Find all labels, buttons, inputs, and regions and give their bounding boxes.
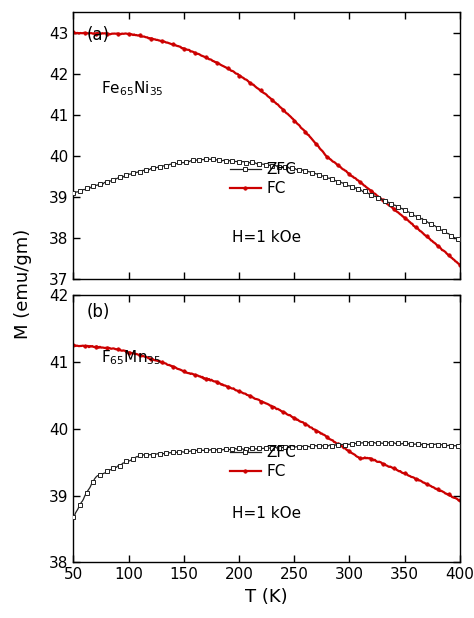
ZFC xyxy=(226,157,232,164)
ZFC xyxy=(71,513,76,520)
FC xyxy=(396,468,402,475)
X-axis label: T (K): T (K) xyxy=(246,588,288,606)
ZFC xyxy=(457,236,463,243)
Text: H=1 kOe: H=1 kOe xyxy=(232,506,301,521)
Text: F$_{65}$Mn$_{35}$: F$_{65}$Mn$_{35}$ xyxy=(100,349,161,368)
ZFC xyxy=(254,160,260,167)
Text: (a): (a) xyxy=(87,26,110,44)
Line: ZFC: ZFC xyxy=(72,441,461,518)
FC xyxy=(416,477,422,485)
Text: (b): (b) xyxy=(87,303,110,321)
Text: H=1 kOe: H=1 kOe xyxy=(232,230,301,245)
FC xyxy=(416,226,422,234)
FC xyxy=(71,28,76,36)
FC xyxy=(267,94,273,101)
Line: FC: FC xyxy=(72,344,462,502)
ZFC xyxy=(225,446,231,453)
ZFC xyxy=(397,440,403,447)
ZFC xyxy=(268,161,274,169)
ZFC xyxy=(71,189,76,197)
ZFC xyxy=(267,444,273,452)
FC xyxy=(457,496,463,504)
FC xyxy=(252,82,257,90)
FC xyxy=(71,342,76,349)
ZFC xyxy=(457,442,463,449)
ZFC xyxy=(397,204,403,211)
Text: Fe$_{65}$Ni$_{35}$: Fe$_{65}$Ni$_{35}$ xyxy=(100,79,163,98)
ZFC xyxy=(417,214,423,222)
FC xyxy=(253,396,258,403)
FC xyxy=(457,261,463,268)
Legend: ZFC, FC: ZFC, FC xyxy=(224,156,303,202)
ZFC xyxy=(253,445,258,452)
ZFC xyxy=(417,440,423,447)
FC xyxy=(267,402,273,409)
FC xyxy=(225,65,231,72)
ZFC xyxy=(253,159,258,167)
ZFC xyxy=(456,237,462,244)
Line: FC: FC xyxy=(72,31,462,266)
FC xyxy=(396,210,402,217)
ZFC xyxy=(383,439,389,446)
ZFC xyxy=(252,445,257,452)
FC xyxy=(456,497,462,504)
FC xyxy=(252,395,257,402)
Text: M (emu/gm): M (emu/gm) xyxy=(14,229,32,339)
Legend: ZFC, FC: ZFC, FC xyxy=(224,439,303,485)
FC xyxy=(253,83,258,90)
ZFC xyxy=(202,155,208,163)
Line: ZFC: ZFC xyxy=(72,157,461,242)
FC xyxy=(225,383,231,390)
